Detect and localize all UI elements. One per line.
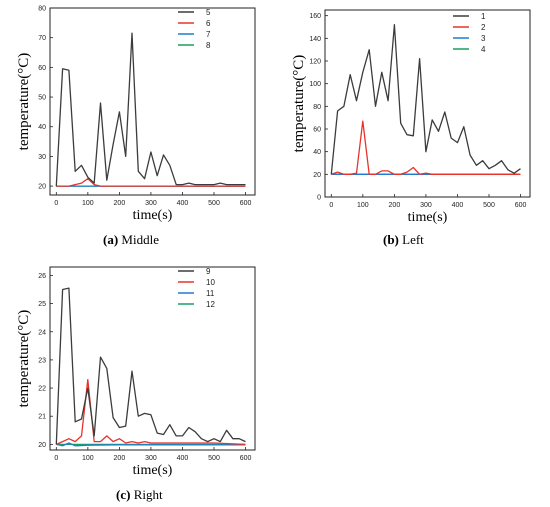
caption-middle: (a) Middle — [103, 232, 159, 248]
x-tick-label: 0 — [329, 202, 333, 209]
x-tick-label: 300 — [420, 202, 432, 209]
caption-right: (c) Right — [116, 487, 163, 503]
y-tick-label: 20 — [38, 184, 46, 191]
legend-label-2: 2 — [481, 23, 486, 32]
x-tick-label: 0 — [54, 200, 58, 207]
series-line-5 — [55, 32, 246, 187]
caption-right-label: (c) — [116, 487, 131, 502]
y-tick-label: 100 — [309, 81, 321, 88]
legend-label-11: 11 — [206, 289, 215, 298]
x-tick-label: 400 — [452, 202, 464, 209]
y-tick-label: 70 — [38, 35, 46, 42]
y-tick-label: 60 — [38, 65, 46, 72]
y-tick-label: 40 — [313, 149, 321, 156]
x-tick-label: 200 — [114, 455, 126, 462]
y-tick-label: 23 — [38, 357, 46, 364]
x-tick-label: 100 — [82, 200, 94, 207]
legend-label-4: 4 — [481, 45, 486, 54]
caption-middle-name: Middle — [121, 232, 159, 247]
series-line-1 — [330, 24, 521, 175]
x-axis-label: time(s) — [408, 210, 448, 225]
plot-frame — [324, 9, 531, 198]
caption-left-name: Left — [402, 232, 424, 247]
caption-left: (b) Left — [383, 232, 424, 248]
legend-label-6: 6 — [206, 19, 211, 28]
chart-panel-right: 0 100 200 300 400 500 600 20 21 22 23 24 25 26 time(s)… — [0, 254, 275, 507]
caption-left-label: (b) — [383, 232, 399, 247]
y-tick-label: 25 — [38, 301, 46, 308]
x-tick-label: 200 — [389, 202, 401, 209]
x-tick-label: 600 — [240, 200, 252, 207]
legend-label-3: 3 — [481, 34, 486, 43]
y-tick-label: 80 — [38, 6, 46, 13]
y-tick-label: 60 — [313, 127, 321, 134]
chart-middle-svg: 0 100 200 300 400 500 600 20 30 40 50 60 70 80 time(s)… — [16, 6, 256, 223]
y-tick-label: 30 — [38, 154, 46, 161]
chart-left-svg: 0 100 200 300 400 500 600 0 20 40 60 80 100 120 140 160… — [291, 9, 531, 225]
series-line-2 — [331, 120, 521, 175]
x-tick-label: 200 — [114, 200, 126, 207]
legend-label-7: 7 — [206, 30, 211, 39]
y-tick-label: 26 — [38, 273, 46, 280]
plot-frame — [49, 7, 256, 196]
legend-label-10: 10 — [206, 278, 215, 287]
caption-right-name: Right — [133, 487, 163, 502]
y-tick-label: 140 — [309, 36, 321, 43]
y-tick-label: 21 — [38, 414, 46, 421]
legend-label-9: 9 — [206, 267, 211, 276]
chart-panel-left: 0 100 200 300 400 500 600 0 20 40 60 80 100 120 140 160… — [275, 0, 550, 252]
x-tick-label: 600 — [515, 202, 527, 209]
x-tick-label: 500 — [208, 455, 220, 462]
y-axis-label: temperature(°C) — [16, 53, 32, 151]
caption-middle-label: (a) — [103, 232, 119, 247]
y-tick-label: 24 — [38, 329, 46, 336]
y-axis-label: temperature(°C) — [291, 55, 307, 153]
legend-label-12: 12 — [206, 300, 215, 309]
x-tick-label: 400 — [177, 200, 189, 207]
x-tick-label: 500 — [483, 202, 495, 209]
legend-label-5: 5 — [206, 8, 211, 17]
y-tick-label: 0 — [317, 195, 321, 202]
x-tick-label: 100 — [82, 455, 94, 462]
y-tick-label: 20 — [38, 442, 46, 449]
y-tick-label: 22 — [38, 386, 46, 393]
y-tick-label: 50 — [38, 95, 46, 102]
y-tick-label: 80 — [313, 104, 321, 111]
x-tick-label: 100 — [357, 202, 369, 209]
x-tick-label: 500 — [208, 200, 220, 207]
x-tick-label: 300 — [145, 455, 157, 462]
legend-label-1: 1 — [481, 12, 486, 21]
series-line-6 — [56, 178, 246, 187]
x-axis-label: time(s) — [133, 208, 173, 223]
y-tick-label: 40 — [38, 124, 46, 131]
series-line-11 — [56, 442, 246, 447]
legend-label-8: 8 — [206, 41, 211, 50]
series-line-9 — [55, 287, 246, 445]
x-tick-label: 300 — [145, 200, 157, 207]
chart-right-svg: 0 100 200 300 400 500 600 20 21 22 23 24 25 26 time(s)… — [16, 266, 256, 478]
x-axis-label: time(s) — [133, 463, 173, 478]
y-tick-label: 120 — [309, 59, 321, 66]
chart-panel-middle: 0 100 200 300 400 500 600 20 30 40 50 60 70 80 time(s)… — [0, 0, 275, 252]
y-axis-label: temperature(°C) — [16, 310, 32, 408]
plot-frame — [49, 266, 256, 451]
series-line-10 — [56, 378, 246, 446]
x-tick-label: 400 — [177, 455, 189, 462]
y-tick-label: 20 — [313, 172, 321, 179]
y-tick-label: 160 — [309, 13, 321, 20]
x-tick-label: 0 — [54, 455, 58, 462]
x-tick-label: 600 — [240, 455, 252, 462]
